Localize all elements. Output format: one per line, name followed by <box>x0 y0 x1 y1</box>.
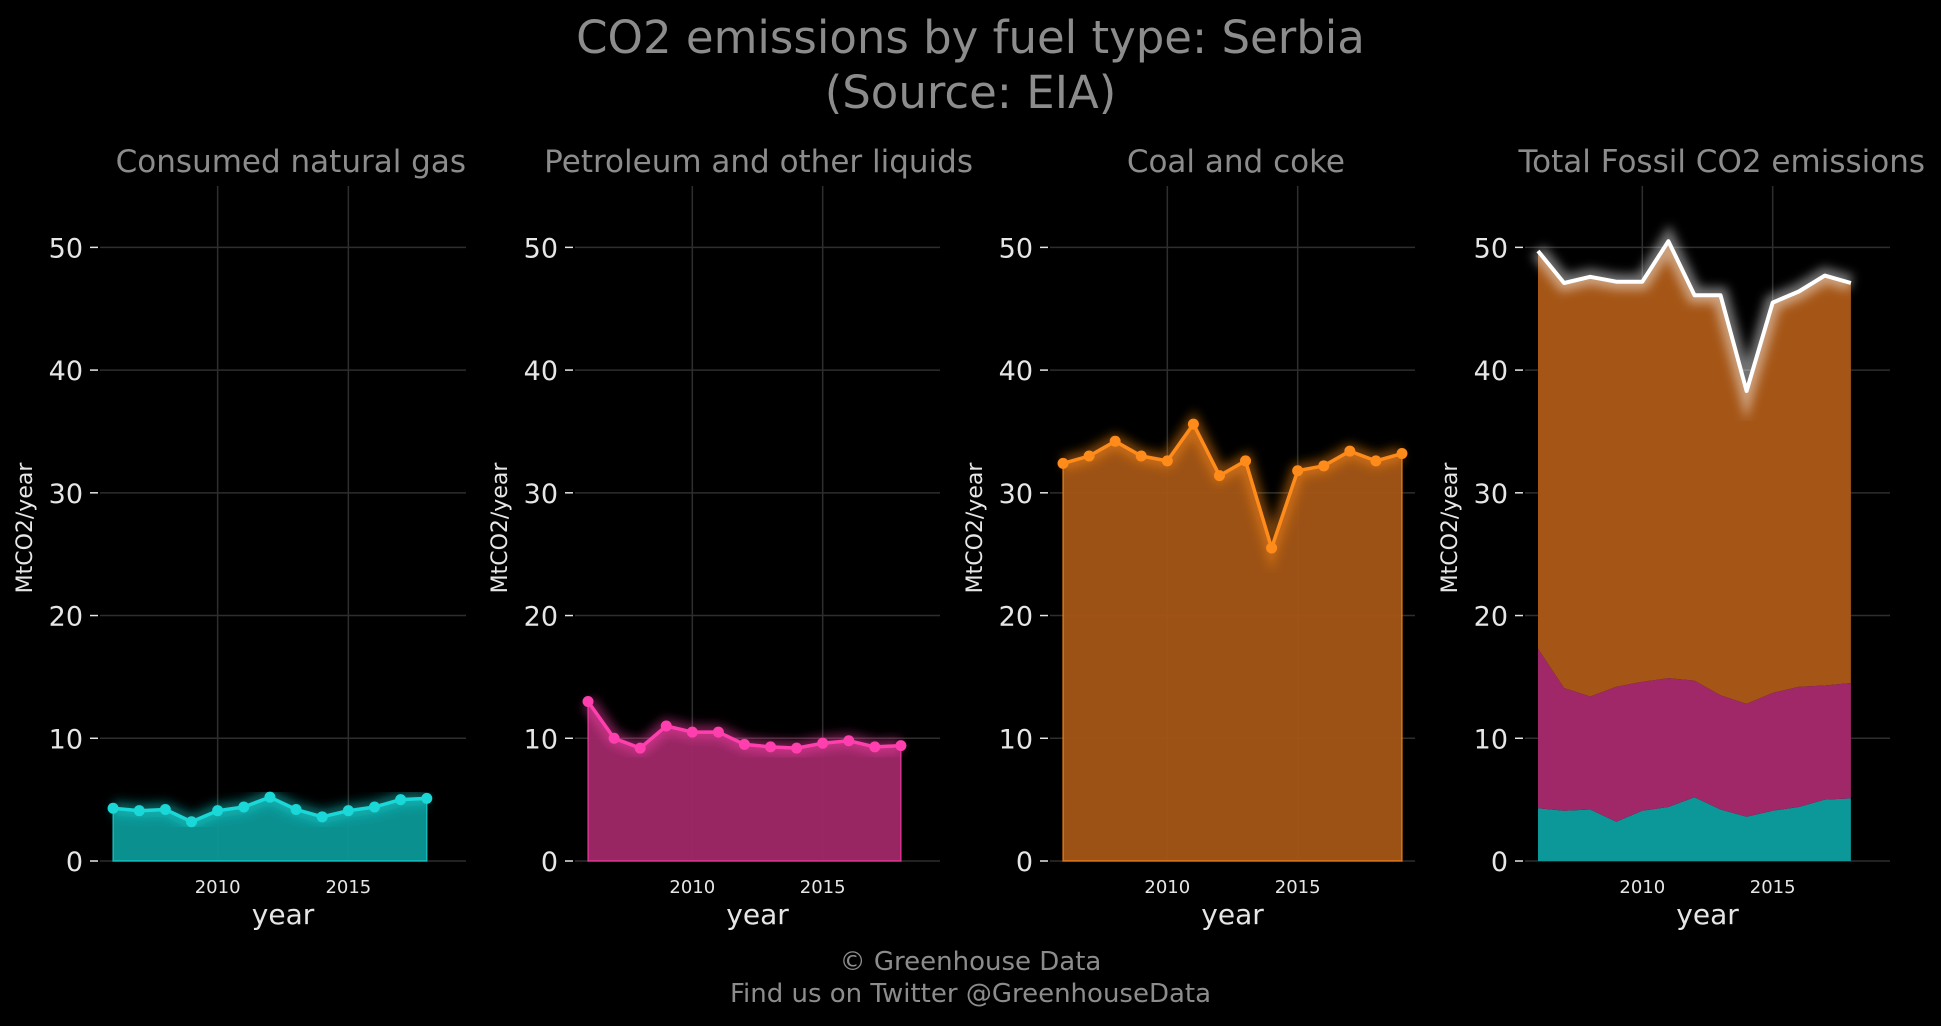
petroleum-point <box>791 742 803 754</box>
y-axis-label: MtCO2/year <box>963 462 988 594</box>
petroleum-point <box>582 695 594 707</box>
gas-point <box>395 794 407 806</box>
gas-point <box>264 791 276 803</box>
coal-point <box>1396 448 1408 460</box>
gas-point <box>159 803 171 815</box>
x-axis-label: year <box>1201 898 1264 931</box>
total-line <box>1536 239 1852 393</box>
petroleum-point <box>765 741 777 753</box>
y-tick-label: 50 <box>999 233 1033 264</box>
y-tick-label: 50 <box>49 233 83 264</box>
y-tick-label: 10 <box>999 724 1033 755</box>
coal-point <box>1135 450 1147 462</box>
twitter-text: Find us on Twitter @GreenhouseData <box>729 979 1212 1009</box>
petroleum-point <box>608 732 620 744</box>
petroleum-point <box>712 726 724 738</box>
gas-point <box>107 802 119 814</box>
stack-gas <box>1538 797 1851 861</box>
panel-4: 0 10 20 30 40 50 2010 2015 year MtCO2/year Total F… <box>1438 144 1925 931</box>
y-tick-label: 20 <box>1474 602 1508 633</box>
stack-petroleum <box>1538 648 1851 822</box>
y-tick-label: 50 <box>1474 233 1508 264</box>
petroleum-point <box>634 742 646 754</box>
y-tick-label: 30 <box>49 479 83 510</box>
gas-point <box>421 792 433 804</box>
coal-point <box>1083 450 1095 462</box>
y-tick-label: 20 <box>49 602 83 633</box>
y-tick-label: 30 <box>524 479 558 510</box>
y-axis-label: MtCO2/year <box>488 462 513 594</box>
y-tick-label: 10 <box>524 724 558 755</box>
gas-point <box>316 811 328 823</box>
panel-3: 0 10 20 30 40 50 2010 2015 year MtCO2/year Coal an… <box>963 144 1415 931</box>
coal-point <box>1240 455 1252 467</box>
y-tick-label: 0 <box>1016 847 1033 878</box>
coal-point <box>1161 455 1173 467</box>
y-tick-label: 30 <box>1474 479 1508 510</box>
gas-point <box>186 816 197 828</box>
y-tick-label: 20 <box>999 602 1033 633</box>
gas-point <box>238 801 250 813</box>
coal-point <box>1344 445 1356 457</box>
gas-point <box>212 805 224 817</box>
coal-area <box>1062 422 1403 862</box>
petroleum-area <box>587 699 902 862</box>
y-tick-label: 40 <box>524 356 558 387</box>
y-tick-label: 40 <box>49 356 83 387</box>
coal-point <box>1057 457 1069 469</box>
y-tick-label: 0 <box>1491 847 1508 878</box>
petroleum-point <box>738 738 750 750</box>
petroleum-point <box>817 737 829 749</box>
panel-title: Total Fossil CO2 emissions <box>1517 144 1925 180</box>
petroleum-point <box>660 720 672 732</box>
x-tick-label: 2010 <box>1619 877 1665 898</box>
petroleum-point <box>843 735 855 747</box>
gas-point <box>133 805 145 817</box>
y-tick-label: 20 <box>524 602 558 633</box>
petroleum-point <box>895 740 907 752</box>
x-tick-label: 2015 <box>325 877 371 898</box>
y-tick-label: 30 <box>999 479 1033 510</box>
y-tick-label: 0 <box>541 847 558 878</box>
panel-title: Coal and coke <box>1127 144 1345 180</box>
x-axis-label: year <box>252 898 315 931</box>
coal-point <box>1318 460 1330 472</box>
coal-point <box>1370 455 1382 467</box>
y-axis-label: MtCO2/year <box>1438 462 1463 594</box>
x-tick-label: 2015 <box>1750 877 1796 898</box>
coal-point <box>1266 542 1278 554</box>
x-tick-label: 2010 <box>195 877 241 898</box>
panel-title: Consumed natural gas <box>116 144 466 180</box>
chart-subtitle: (Source: EIA) <box>824 66 1117 119</box>
y-tick-label: 0 <box>66 847 83 878</box>
gas-point <box>369 801 380 813</box>
x-axis-label: year <box>1676 898 1739 931</box>
x-tick-label: 2015 <box>1275 877 1321 898</box>
y-tick-label: 40 <box>1474 356 1508 387</box>
x-tick-label: 2010 <box>669 877 715 898</box>
gas-point <box>342 805 354 817</box>
y-tick-label: 40 <box>999 356 1033 387</box>
x-tick-label: 2010 <box>1144 877 1190 898</box>
petroleum-point <box>686 726 698 738</box>
panel-1: 0 10 20 30 40 50 2010 2015 year MtCO2/year Consume… <box>13 144 466 931</box>
copyright-text: © Greenhouse Data <box>839 947 1102 977</box>
panel-title: Petroleum and other liquids <box>544 144 973 180</box>
y-tick-label: 50 <box>524 233 558 264</box>
coal-point <box>1109 435 1121 447</box>
x-axis-label: year <box>726 898 789 931</box>
y-tick-label: 10 <box>1474 724 1508 755</box>
petroleum-point <box>869 741 881 753</box>
stack-coal <box>1538 241 1851 704</box>
x-tick-label: 2015 <box>800 877 846 898</box>
y-axis-label: MtCO2/year <box>13 462 38 594</box>
y-tick-label: 10 <box>49 724 83 755</box>
coal-point <box>1292 465 1304 477</box>
panel-2: 0 10 20 30 40 50 2010 2015 year MtCO2/year Petrole… <box>488 144 973 931</box>
coal-point <box>1213 470 1225 482</box>
chart-title: CO2 emissions by fuel type: Serbia <box>576 11 1365 64</box>
gas-point <box>290 803 302 815</box>
coal-point <box>1187 418 1199 430</box>
